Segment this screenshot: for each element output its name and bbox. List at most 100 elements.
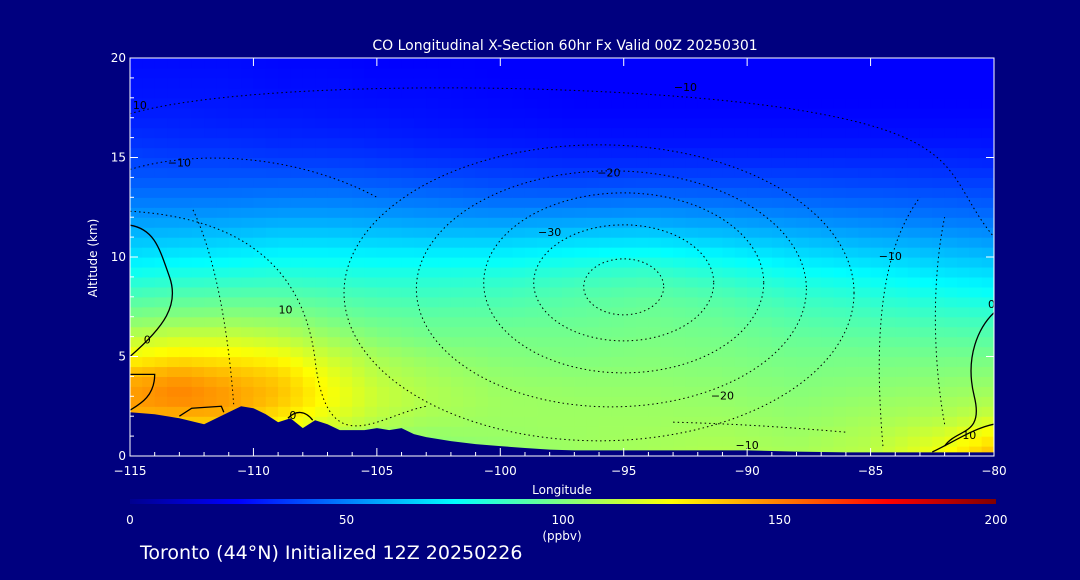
field-cell <box>969 177 983 188</box>
field-cell <box>697 326 711 338</box>
field-cell <box>586 247 600 258</box>
field-cell <box>648 177 662 188</box>
field-cell <box>956 316 970 328</box>
field-cell <box>413 187 427 198</box>
field-cell <box>734 356 748 368</box>
field-cell <box>833 77 847 89</box>
field-cell <box>315 227 329 238</box>
field-cell <box>290 107 304 119</box>
field-cell <box>944 87 958 99</box>
field-cell <box>586 366 600 377</box>
field-cell <box>821 306 835 318</box>
field-cell <box>389 117 403 129</box>
field-cell <box>747 147 761 159</box>
contour-label: 0 <box>289 409 296 422</box>
field-cell <box>710 187 724 198</box>
field-cell <box>376 266 390 278</box>
field-cell <box>882 207 896 218</box>
field-cell <box>710 157 724 169</box>
field-cell <box>821 257 835 268</box>
field-cell <box>450 436 464 447</box>
field-cell <box>376 346 390 358</box>
contour-label: −20 <box>597 166 620 179</box>
field-cell <box>747 67 761 79</box>
field-cell <box>302 326 316 338</box>
field-cell <box>167 237 180 248</box>
field-cell <box>981 436 994 447</box>
field-cell <box>574 237 588 248</box>
field-cell <box>339 217 353 228</box>
field-cell <box>228 58 242 69</box>
field-cell <box>845 266 859 278</box>
field-cell <box>216 237 230 248</box>
field-cell <box>932 217 946 228</box>
field-cell <box>463 396 477 407</box>
field-cell <box>808 296 822 308</box>
field-cell <box>216 227 230 238</box>
field-cell <box>821 117 835 129</box>
field-cell <box>808 197 822 208</box>
field-cell <box>389 177 403 188</box>
field-cell <box>784 67 798 79</box>
field-cell <box>685 306 699 318</box>
colorbar-tick-label: 0 <box>126 513 134 527</box>
field-cell <box>364 67 378 79</box>
field-cell <box>932 356 946 368</box>
field-cell <box>636 187 649 198</box>
field-cell <box>944 296 958 308</box>
field-cell <box>228 276 242 288</box>
field-cell <box>611 396 625 407</box>
field-cell <box>216 107 230 119</box>
field-cell <box>895 326 909 338</box>
field-cell <box>438 247 452 258</box>
field-cell <box>710 306 724 318</box>
field-cell <box>981 336 994 348</box>
field-cell <box>808 127 822 139</box>
field-cell <box>512 237 526 248</box>
field-cell <box>586 107 600 119</box>
field-cell <box>475 426 489 437</box>
field-cell <box>685 247 699 258</box>
field-cell <box>413 336 427 348</box>
field-cell <box>685 58 699 69</box>
field-cell <box>784 137 798 149</box>
field-cell <box>833 117 847 129</box>
field-cell <box>734 406 748 417</box>
contour-line <box>934 217 946 425</box>
field-cell <box>487 366 501 377</box>
field-cell <box>845 446 859 456</box>
field-cell <box>673 187 687 198</box>
contour-label: −10 <box>168 156 191 169</box>
field-cell <box>808 117 822 129</box>
field-cell <box>537 237 551 248</box>
field-cell <box>759 187 773 198</box>
field-cell <box>599 77 612 89</box>
field-cell <box>734 436 748 447</box>
field-cell <box>586 336 600 348</box>
field-cell <box>845 326 859 338</box>
field-cell <box>302 177 316 188</box>
field-cell <box>413 396 427 407</box>
field-cell <box>648 286 662 298</box>
field-cell <box>845 336 859 348</box>
field-cell <box>537 58 551 69</box>
field-cell <box>882 197 896 208</box>
field-cell <box>586 326 600 338</box>
field-cell <box>722 117 736 129</box>
field-cell <box>697 436 711 447</box>
field-cell <box>574 376 588 387</box>
field-cell <box>278 316 292 328</box>
field-cell <box>549 227 563 238</box>
field-cell <box>685 316 699 328</box>
field-cell <box>673 77 687 89</box>
field-cell <box>599 147 612 159</box>
field-cell <box>487 306 501 318</box>
field-cell <box>895 197 909 208</box>
field-cell <box>858 237 872 248</box>
field-cell <box>944 237 958 248</box>
field-cell <box>660 187 674 198</box>
field-cell <box>463 67 477 79</box>
field-cell <box>660 77 674 89</box>
field-cell <box>512 406 526 417</box>
field-cell <box>130 87 143 99</box>
